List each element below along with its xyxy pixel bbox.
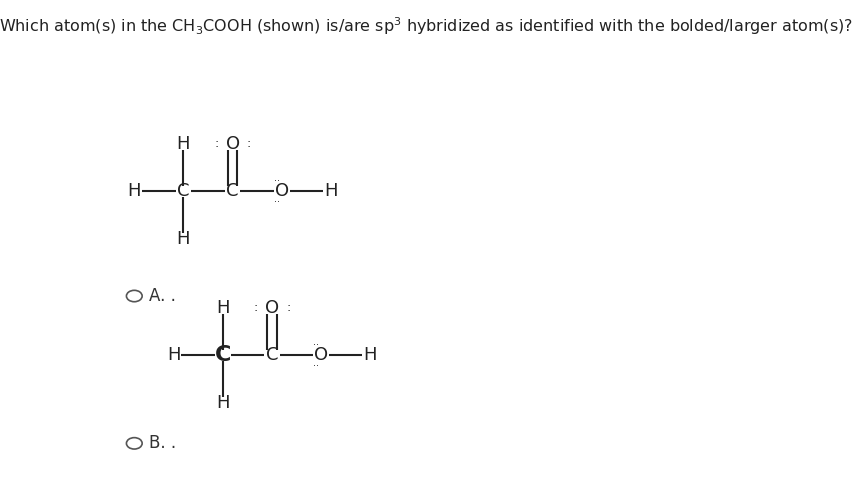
Text: H: H — [216, 394, 229, 412]
Text: C: C — [227, 183, 239, 200]
Text: :: : — [286, 302, 291, 315]
Text: ··: ·· — [313, 361, 319, 371]
Text: O: O — [274, 183, 289, 200]
Text: C: C — [266, 347, 279, 364]
Text: ··: ·· — [273, 176, 279, 186]
Text: C: C — [177, 183, 190, 200]
Text: :: : — [253, 302, 257, 315]
Text: A. .: A. . — [149, 287, 176, 305]
Text: ··: ·· — [313, 340, 319, 350]
Text: O: O — [314, 347, 328, 364]
Text: ··: ·· — [273, 197, 279, 207]
Text: H: H — [325, 183, 337, 200]
Text: H: H — [167, 347, 181, 364]
Text: H: H — [216, 299, 229, 317]
Text: H: H — [176, 135, 190, 153]
Text: H: H — [176, 230, 190, 248]
Text: H: H — [128, 183, 141, 200]
Text: Which atom(s) in the CH$_3$COOH (shown) is/are sp$^3$ hybridized as identified w: Which atom(s) in the CH$_3$COOH (shown) … — [0, 16, 852, 37]
Text: O: O — [265, 299, 279, 317]
Text: :: : — [214, 138, 218, 151]
Text: B. .: B. . — [149, 435, 176, 452]
Text: :: : — [247, 138, 251, 151]
Text: O: O — [226, 135, 239, 153]
Text: H: H — [364, 347, 377, 364]
Text: C: C — [215, 346, 231, 365]
